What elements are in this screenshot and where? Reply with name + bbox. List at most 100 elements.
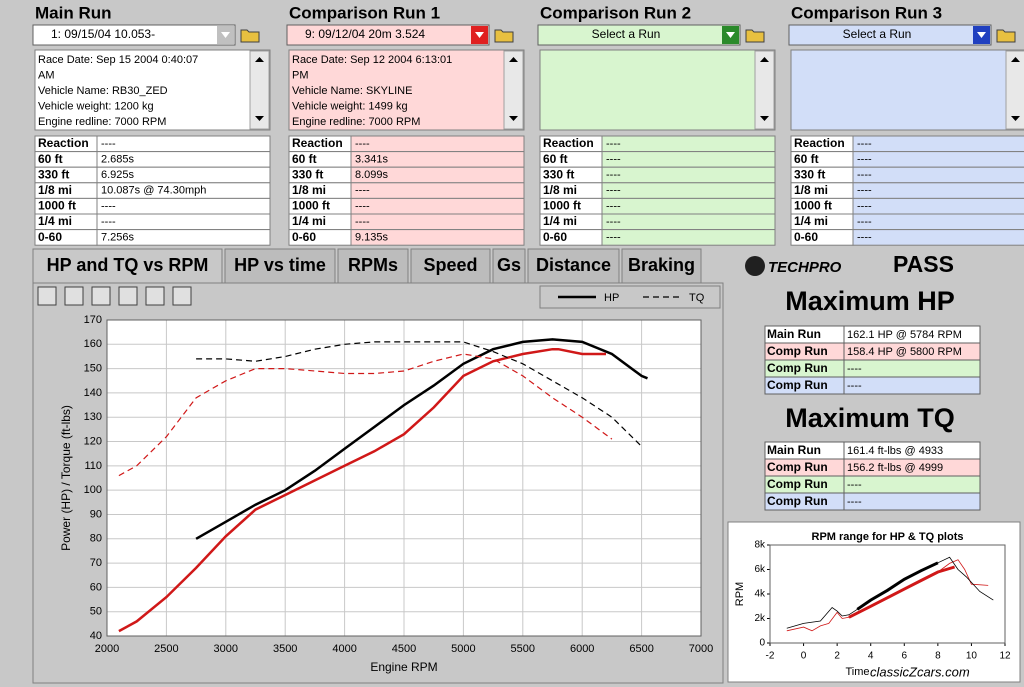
table-value: ---- — [606, 185, 621, 197]
tab[interactable] — [621, 248, 702, 284]
table-value: ---- — [355, 216, 370, 228]
table-value: ---- — [606, 232, 621, 244]
folder-icon[interactable] — [494, 29, 514, 43]
max-value: 162.1 HP @ 5784 RPM — [847, 329, 962, 341]
x-tick-label: 2 — [834, 651, 840, 662]
dropdown-arrow — [726, 32, 735, 38]
run-selector-value: Select a Run — [843, 27, 912, 41]
y-tick-label: 140 — [84, 387, 102, 399]
run-title: Comparison Run 1 — [289, 3, 440, 22]
data-line — [196, 341, 643, 447]
zoom-in-tool[interactable] — [37, 286, 57, 306]
legend — [539, 285, 721, 309]
table-value: 3.341s — [355, 154, 389, 166]
pan-tool[interactable] — [118, 286, 138, 306]
table-value-cell — [601, 166, 776, 184]
y-tick-label: 8k — [754, 540, 766, 551]
table-value: ---- — [101, 138, 116, 150]
folder-icon[interactable] — [240, 29, 260, 43]
tab[interactable] — [410, 248, 491, 284]
info-box — [34, 49, 271, 131]
table-value-cell — [852, 229, 1024, 246]
fit-tool[interactable] — [145, 286, 165, 306]
table-value-cell — [96, 213, 271, 231]
table-value: ---- — [857, 232, 872, 244]
run-selector[interactable] — [32, 24, 236, 46]
watermark: classicZcars.com — [870, 664, 970, 679]
run-selector[interactable] — [286, 24, 490, 46]
max-value: 158.4 HP @ 5800 RPM — [847, 346, 962, 358]
x-tick-label: 2500 — [154, 643, 178, 655]
folder-icon[interactable] — [996, 29, 1016, 43]
table-label: 1/4 mi — [543, 214, 577, 228]
table-label: 1/4 mi — [794, 214, 828, 228]
table-value-cell — [852, 151, 1024, 168]
max-value-cell — [843, 376, 981, 395]
info-line: Engine redline: 7000 RPM — [292, 116, 420, 128]
scrollbar — [503, 50, 524, 130]
table-value: ---- — [606, 154, 621, 166]
table-value-cell — [852, 166, 1024, 184]
table-value: ---- — [355, 200, 370, 212]
plot-frame — [106, 319, 702, 637]
table-label: Reaction — [794, 136, 845, 150]
info-line: PM — [292, 69, 309, 81]
table-value-cell — [601, 197, 776, 215]
tab[interactable] — [224, 248, 336, 284]
table-value: ---- — [857, 154, 872, 166]
y-tick-label: 4k — [754, 589, 766, 600]
scrollbar — [1005, 50, 1024, 130]
zoom-box-tool[interactable] — [64, 286, 84, 306]
scroll-down — [760, 116, 769, 121]
table-value: ---- — [101, 216, 116, 228]
tab-label: Gs — [497, 255, 521, 275]
y-tick-label: 2k — [754, 613, 766, 624]
x-tick-label: 5000 — [451, 643, 475, 655]
y-tick-label: 60 — [90, 581, 102, 593]
x-tick-label: 6 — [902, 651, 908, 662]
x-axis-label: Time — [845, 666, 869, 678]
scroll-up — [509, 57, 518, 62]
info-line: AM — [38, 69, 55, 81]
table-value: ---- — [101, 200, 116, 212]
table-value: ---- — [606, 200, 621, 212]
x-tick-label: 8 — [935, 651, 941, 662]
table-label: 1/8 mi — [543, 183, 577, 197]
x-tick-label: 12 — [999, 651, 1011, 662]
scroll-up — [255, 57, 264, 62]
table-label: 330 ft — [38, 167, 69, 181]
y-tick-label: 170 — [84, 314, 102, 326]
table-value-cell — [96, 229, 271, 246]
table-label: 1/8 mi — [292, 183, 326, 197]
table-label: 1000 ft — [38, 199, 76, 213]
info-line: Vehicle weight: 1200 kg — [38, 100, 154, 112]
table-value: ---- — [355, 185, 370, 197]
dropdown-arrow — [977, 32, 986, 38]
run-title: Comparison Run 2 — [540, 3, 691, 22]
logo-product: PASS — [893, 251, 954, 277]
run-selector[interactable] — [537, 24, 741, 46]
tab[interactable] — [492, 248, 526, 284]
run-selector[interactable] — [788, 24, 992, 46]
logo-icon — [745, 256, 765, 276]
table-value-cell — [852, 135, 1024, 153]
info-box — [790, 49, 1024, 131]
zoom-out-tool[interactable] — [91, 286, 111, 306]
table-value-cell — [852, 197, 1024, 215]
table-value-cell — [350, 135, 525, 153]
y-tick-label: 130 — [84, 411, 102, 423]
folder-icon[interactable] — [745, 29, 765, 43]
tab[interactable] — [337, 248, 409, 284]
run-title: Comparison Run 3 — [791, 3, 942, 22]
y-tick-label: 0 — [759, 638, 765, 649]
max-title: Maximum HP — [785, 286, 955, 316]
tab[interactable] — [32, 248, 223, 284]
tab[interactable] — [527, 248, 620, 284]
x-tick-label: 6500 — [629, 643, 653, 655]
max-value-cell — [843, 359, 981, 378]
dropdown-arrow — [475, 32, 484, 38]
max-value-cell — [843, 475, 981, 494]
data-line — [856, 561, 939, 611]
grid-tool[interactable] — [172, 286, 192, 306]
